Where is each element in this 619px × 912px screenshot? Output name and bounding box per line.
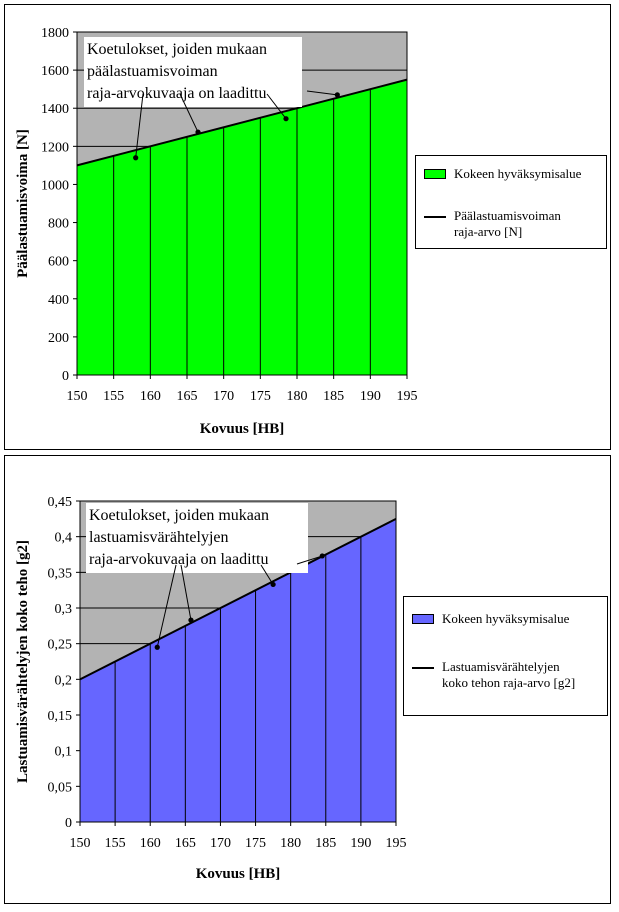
annotation-leader bbox=[266, 93, 287, 120]
x-tick-label: 165 bbox=[177, 389, 198, 404]
y-tick-label: 1000 bbox=[41, 178, 69, 193]
annotation-leader bbox=[180, 564, 192, 621]
x-tick-label: 160 bbox=[140, 836, 161, 851]
test-result-point bbox=[319, 553, 325, 559]
x-tick-label: 155 bbox=[105, 836, 126, 851]
y-tick-label: 600 bbox=[48, 255, 69, 270]
y-tick-label: 0,1 bbox=[55, 745, 73, 760]
y-tick-label: 0,35 bbox=[48, 566, 73, 581]
annotation-leader bbox=[179, 93, 199, 133]
y-tick-label: 400 bbox=[48, 293, 69, 308]
legend-area-label: Kokeen hyväksymisalue bbox=[454, 166, 582, 181]
legend-force: Kokeen hyväksymisalue Päälastuamisvoiman… bbox=[415, 155, 607, 249]
legend-item-area: Kokeen hyväksymisalue bbox=[424, 166, 581, 182]
legend-swatch-green bbox=[424, 169, 446, 179]
annotation-leader bbox=[156, 564, 177, 648]
annotation-line: raja-arvokuvaaja on laadittu bbox=[89, 551, 268, 568]
x-tick-label: 180 bbox=[280, 836, 301, 851]
annotation-leader bbox=[306, 90, 338, 96]
test-result-point bbox=[154, 644, 160, 650]
annotation-box bbox=[86, 503, 308, 573]
test-result-point bbox=[133, 155, 139, 161]
test-result-point bbox=[270, 581, 276, 588]
legend-item-line: Päälastuamisvoiman raja-arvo [N] bbox=[424, 208, 561, 240]
test-result-point bbox=[188, 617, 194, 623]
plot-border bbox=[79, 500, 397, 823]
annotation-line: lastuamisvärähtelyjen bbox=[89, 529, 229, 546]
legend-item-line: Lastuamisvärähtelyjen koko tehon raja-ar… bbox=[412, 659, 575, 691]
force-chart: 0 200 400 600 800 1000 1200 1400 1600 1800 150 155 1… bbox=[15, 26, 418, 437]
x-tick-label: 190 bbox=[360, 389, 381, 404]
annotation-line: Koetulokset, joiden mukaan bbox=[89, 507, 269, 524]
limit-line bbox=[79, 517, 397, 681]
plot-border bbox=[76, 31, 408, 376]
y-tick-label: 0,15 bbox=[48, 709, 73, 724]
legend-item-area: Kokeen hyväksymisalue bbox=[412, 611, 569, 627]
x-tick-label: 195 bbox=[397, 389, 418, 404]
y-tick-label: 0,05 bbox=[48, 780, 73, 795]
annotation-line: Koetulokset, joiden mukaan bbox=[87, 41, 267, 58]
annotation-line: päälastuamisvoiman bbox=[87, 63, 218, 80]
y-tick-label: 1400 bbox=[41, 102, 69, 117]
legend-line-label-1: Päälastuamisvoiman bbox=[454, 208, 561, 223]
y-tick-label: 0,3 bbox=[55, 602, 73, 617]
legend-line-text: Lastuamisvärähtelyjen koko tehon raja-ar… bbox=[442, 659, 575, 691]
legend-line-label-2: raja-arvo [N] bbox=[454, 224, 523, 239]
acceptance-area bbox=[77, 79, 407, 375]
y-tick-label: 1600 bbox=[41, 64, 69, 79]
legend-line-symbol bbox=[424, 216, 446, 218]
x-axis-title: Kovuus [HB] bbox=[196, 866, 281, 882]
y-tick-label: 0,4 bbox=[55, 531, 73, 546]
x-tick-label: 150 bbox=[67, 389, 88, 404]
y-tick-label: 1200 bbox=[41, 140, 69, 155]
vibration-chart: 0 0,05 0,1 0,15 0,2 0,25 0,3 0,35 0,4 0,45 150 155 1… bbox=[15, 495, 407, 882]
y-axis-title: Päälastuamisvoima [N] bbox=[15, 129, 31, 278]
y-tick-label: 800 bbox=[48, 217, 69, 232]
y-tick-label: 0 bbox=[62, 369, 69, 384]
annotation-leader bbox=[135, 93, 144, 158]
x-tick-label: 185 bbox=[323, 389, 344, 404]
acceptance-area bbox=[80, 518, 396, 822]
x-tick-label: 185 bbox=[315, 836, 336, 851]
annotation-line: raja-arvokuvaaja on laadittu bbox=[87, 85, 266, 102]
legend-area-label: Kokeen hyväksymisalue bbox=[442, 611, 570, 626]
y-tick-label: 0,45 bbox=[48, 495, 73, 510]
y-tick-label: 0,2 bbox=[55, 673, 73, 688]
annotation-leader bbox=[260, 564, 274, 585]
x-tick-label: 155 bbox=[103, 389, 124, 404]
x-axis-title: Kovuus [HB] bbox=[200, 421, 285, 437]
x-tick-label: 170 bbox=[210, 836, 231, 851]
y-tick-label: 1800 bbox=[41, 26, 69, 41]
y-axis-title: Lastuamisvärähtelyjen koko teho [g2] bbox=[15, 540, 31, 783]
legend-line-label-1: Lastuamisvärähtelyjen bbox=[442, 659, 560, 674]
legend-line-text: Päälastuamisvoiman raja-arvo [N] bbox=[454, 208, 561, 240]
y-tick-label: 0 bbox=[65, 816, 72, 831]
legend-swatch-blue bbox=[412, 614, 434, 624]
x-tick-label: 175 bbox=[250, 389, 271, 404]
chart-panel-vibration: 0 0,05 0,1 0,15 0,2 0,25 0,3 0,35 0,4 0,45 150 155 1… bbox=[4, 455, 611, 904]
x-tick-label: 195 bbox=[386, 836, 407, 851]
test-result-point bbox=[334, 92, 340, 98]
x-tick-label: 170 bbox=[213, 389, 234, 404]
x-tick-label: 150 bbox=[70, 836, 91, 851]
y-tick-label: 0,25 bbox=[48, 638, 73, 653]
x-tick-label: 180 bbox=[287, 389, 308, 404]
y-tick-label: 200 bbox=[48, 331, 69, 346]
legend-line-label-2: koko tehon raja-arvo [g2] bbox=[442, 675, 576, 690]
x-tick-label: 175 bbox=[245, 836, 266, 851]
limit-line bbox=[76, 78, 408, 167]
chart-panel-force: 0 200 400 600 800 1000 1200 1400 1600 1800 150 155 1… bbox=[4, 4, 611, 450]
test-result-point bbox=[195, 129, 201, 135]
annotation-box bbox=[84, 37, 302, 107]
annotation-leader bbox=[296, 555, 323, 565]
x-tick-label: 160 bbox=[140, 389, 161, 404]
test-result-point bbox=[283, 116, 289, 122]
x-tick-label: 190 bbox=[350, 836, 371, 851]
legend-line-symbol bbox=[412, 667, 434, 669]
x-tick-label: 165 bbox=[175, 836, 196, 851]
legend-vibration: Kokeen hyväksymisalue Lastuamisvärähtely… bbox=[403, 596, 608, 716]
